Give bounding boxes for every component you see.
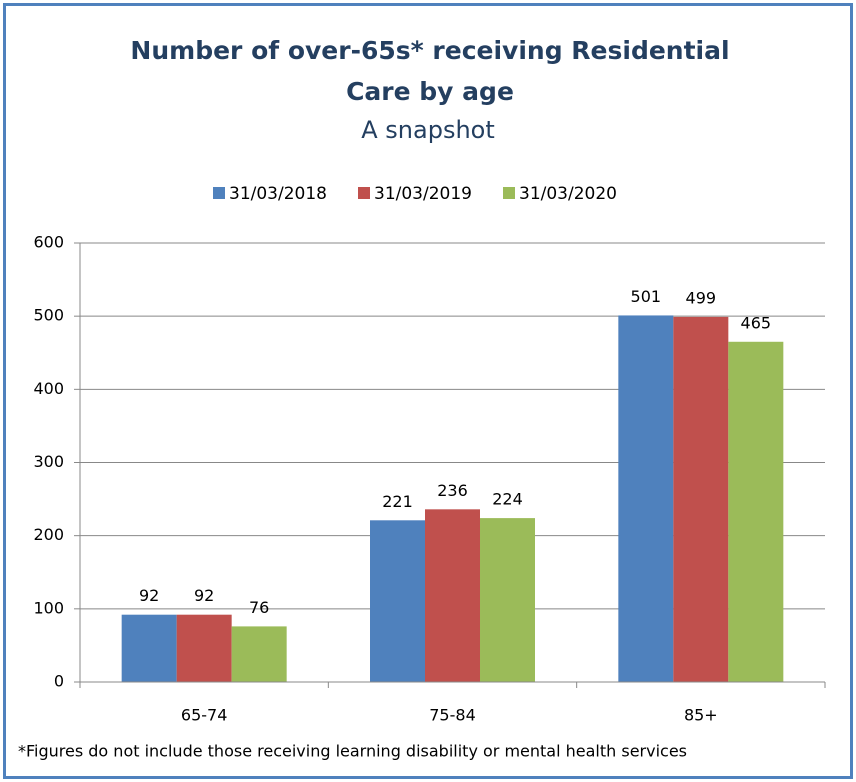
data-label: 92: [194, 586, 214, 605]
data-label: 236: [437, 481, 468, 500]
legend-swatch: [503, 187, 515, 199]
y-tick-label: 200: [33, 525, 64, 544]
chart-title: Number of over-65s* receiving Residentia…: [130, 36, 730, 106]
bar: [176, 614, 232, 682]
bar: [370, 520, 425, 682]
data-label: 465: [741, 313, 772, 332]
legend-label: 31/03/2019: [374, 184, 472, 204]
y-tick-label: 0: [54, 672, 64, 691]
bar: [618, 315, 674, 682]
data-label: 92: [139, 586, 159, 605]
chart-subtitle: A snapshot: [361, 116, 495, 144]
data-label: 76: [249, 598, 269, 617]
chart-frame: [3, 3, 853, 779]
y-tick-label: 300: [33, 452, 64, 471]
bar: [425, 509, 480, 682]
y-tick-label: 400: [33, 379, 64, 398]
bar: [121, 614, 177, 682]
y-tick-label: 100: [33, 598, 64, 617]
x-tick-label: 85+: [684, 706, 718, 725]
bar: [673, 316, 729, 682]
footnote: *Figures do not include those receiving …: [18, 742, 687, 761]
legend-label: 31/03/2020: [519, 184, 617, 204]
data-label: 224: [492, 490, 523, 509]
legend-swatch: [213, 187, 225, 199]
x-tick-label: 75-84: [429, 706, 476, 725]
bar: [728, 341, 784, 682]
data-label: 221: [382, 492, 413, 511]
y-tick-label: 600: [33, 233, 64, 252]
data-label: 499: [686, 288, 717, 307]
data-label: 501: [631, 287, 662, 306]
x-tick-label: 65-74: [181, 706, 228, 725]
bar: [231, 626, 287, 682]
legend-swatch: [358, 187, 370, 199]
bar: [480, 518, 535, 682]
legend-label: 31/03/2018: [229, 184, 327, 204]
y-tick-label: 500: [33, 306, 64, 325]
